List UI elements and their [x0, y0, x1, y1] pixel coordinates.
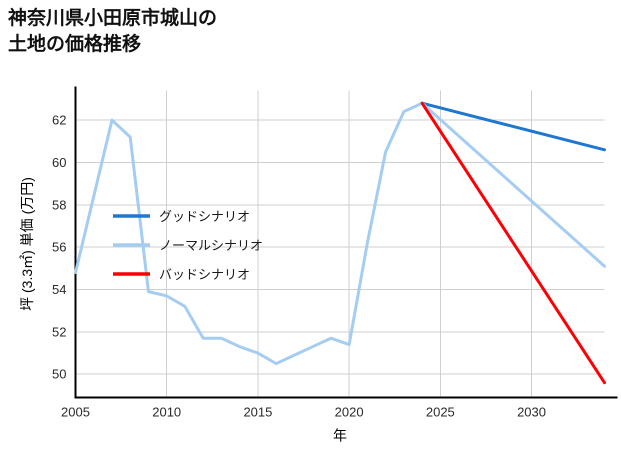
x-axis-tick-labels: 2005 2010 2015 2020 2025 2030 — [61, 405, 546, 420]
y-tick-label: 56 — [52, 240, 66, 255]
y-tick-label: 62 — [52, 113, 66, 128]
x-tick-label: 2015 — [243, 405, 272, 420]
x-axis-title: 年 — [333, 428, 347, 444]
horizontal-gridlines — [75, 119, 605, 375]
y-tick-label: 52 — [52, 324, 66, 339]
legend-label: ノーマルシナリオ — [159, 238, 263, 253]
x-tick-label: 2010 — [152, 405, 181, 420]
legend-label: グッドシナリオ — [159, 209, 250, 224]
x-tick-label: 2020 — [335, 405, 364, 420]
y-tick-label: 50 — [52, 367, 66, 382]
series-line — [420, 101, 606, 385]
x-tick-label: 2030 — [517, 405, 546, 420]
x-tick-label: 2005 — [61, 405, 90, 420]
legend-label: バッドシナリオ — [159, 267, 250, 282]
y-tick-label: 58 — [52, 197, 66, 212]
y-tick-label: 54 — [52, 282, 66, 297]
data-series-group — [74, 101, 606, 385]
chart-title: 神奈川県小田原市城山の 土地の価格推移 — [8, 8, 218, 55]
y-axis-tick-labels: 50 52 54 56 58 60 62 — [52, 113, 66, 382]
series-line — [74, 101, 606, 366]
y-tick-label: 60 — [52, 155, 66, 170]
x-tick-label: 2025 — [426, 405, 455, 420]
y-axis-title: 坪 (3.3㎡) 単価 (万円) — [19, 177, 35, 311]
series-line — [420, 101, 606, 152]
axis-spines — [74, 86, 618, 399]
